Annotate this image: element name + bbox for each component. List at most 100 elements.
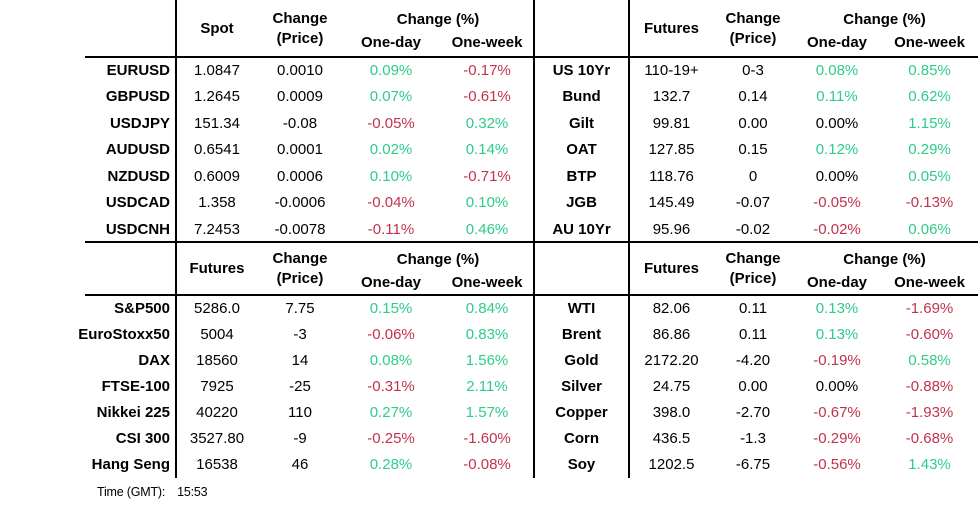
change-value: -0.0006 bbox=[274, 194, 326, 212]
one-day-change: 0.27% bbox=[369, 404, 413, 421]
price-value: 18560 bbox=[196, 352, 238, 369]
equity-pct-column-header: Change (%) One-day One-week bbox=[342, 243, 534, 296]
one-week-change: -0.60% bbox=[905, 326, 954, 343]
change-value: 0.15 bbox=[738, 141, 768, 159]
divider-left-label bbox=[175, 0, 177, 478]
one-day-change: 0.00% bbox=[815, 378, 859, 395]
price-value: 127.85 bbox=[648, 141, 695, 159]
one-week-change: -0.71% bbox=[463, 167, 511, 185]
one-day-header: One-day bbox=[806, 273, 867, 291]
one-day-change: 0.28% bbox=[369, 456, 413, 473]
price-value: 118.76 bbox=[649, 167, 694, 185]
instrument-label: Soy bbox=[567, 456, 596, 473]
instrument-label: NZDUSD bbox=[107, 167, 171, 185]
one-day-change: 0.00% bbox=[815, 167, 859, 185]
column-header-label: Change (%) bbox=[396, 10, 480, 28]
commodity-change-column-header: Change (Price) bbox=[714, 243, 792, 296]
one-week-change: 0.32% bbox=[465, 114, 509, 132]
instrument-label: USDJPY bbox=[109, 114, 170, 132]
one-week-change: -0.68% bbox=[905, 430, 954, 447]
column-header-label: Futures bbox=[643, 19, 699, 37]
one-week-change: -1.93% bbox=[905, 404, 954, 421]
one-week-change: 0.83% bbox=[465, 326, 509, 343]
one-week-change: 0.06% bbox=[908, 220, 951, 238]
column-header-label: Change (%) bbox=[396, 251, 480, 268]
change-value: 0-3 bbox=[742, 61, 764, 79]
fx-change-column-header: Change (Price) bbox=[258, 0, 342, 57]
one-week-change: 1.57% bbox=[465, 404, 509, 421]
price-value: 132.7 bbox=[652, 88, 691, 106]
one-week-change: 1.15% bbox=[908, 114, 951, 132]
one-day-change: -0.25% bbox=[367, 430, 415, 447]
price-value: 24.75 bbox=[652, 378, 691, 395]
price-value: 151.34 bbox=[194, 114, 240, 132]
one-day-change: 0.13% bbox=[815, 326, 859, 343]
one-week-change: 1.43% bbox=[908, 456, 951, 473]
change-value: 0.0001 bbox=[277, 141, 323, 159]
price-value: 1.0847 bbox=[194, 61, 240, 79]
commodity-pct-column-header: Change (%) One-day One-week bbox=[792, 243, 977, 296]
column-header-label: Change bbox=[272, 9, 328, 27]
one-week-change: -1.60% bbox=[463, 430, 511, 447]
one-day-change: 0.11% bbox=[816, 88, 858, 106]
one-week-change: 0.46% bbox=[465, 220, 509, 238]
one-day-header: One-day bbox=[806, 34, 867, 52]
column-header-label: Change bbox=[725, 9, 781, 27]
column-header-label: Change bbox=[725, 250, 781, 267]
one-day-header: One-day bbox=[360, 34, 421, 52]
price-value: 398.0 bbox=[652, 404, 691, 421]
one-day-change: -0.29% bbox=[813, 430, 861, 447]
change-value: 0.11 bbox=[738, 300, 768, 317]
one-day-change: -0.31% bbox=[367, 378, 415, 395]
instrument-label: S&P500 bbox=[114, 300, 170, 317]
instrument-label: OAT bbox=[566, 141, 597, 159]
one-week-change: 0.05% bbox=[908, 167, 951, 185]
one-week-change: 1.56% bbox=[465, 352, 509, 369]
change-value: 46 bbox=[291, 456, 309, 473]
instrument-label: AUDUSD bbox=[105, 141, 170, 159]
timestamp-value: 15:53 bbox=[177, 485, 208, 499]
instrument-label: Copper bbox=[555, 404, 608, 421]
bond-price-column-header: Futures bbox=[629, 0, 714, 57]
instrument-label: EuroStoxx50 bbox=[78, 326, 170, 343]
fx-price-column-header: Spot bbox=[176, 0, 258, 57]
price-value: 16538 bbox=[196, 456, 238, 473]
price-value: 110-19+ bbox=[644, 61, 699, 79]
instrument-label: WTI bbox=[567, 300, 596, 317]
one-week-change: 0.85% bbox=[908, 61, 951, 79]
column-header-label: (Price) bbox=[276, 29, 324, 47]
one-day-change: -0.05% bbox=[813, 194, 861, 212]
price-value: 82.06 bbox=[652, 300, 691, 317]
instrument-label: Silver bbox=[561, 378, 602, 395]
change-value: 0.0006 bbox=[277, 167, 323, 185]
instrument-label: DAX bbox=[138, 352, 170, 369]
change-value: 7.75 bbox=[285, 300, 315, 317]
change-value: -0.0078 bbox=[274, 220, 326, 238]
one-week-change: 0.62% bbox=[908, 88, 951, 106]
change-value: 0.11 bbox=[738, 326, 768, 343]
instrument-label: BTP bbox=[566, 167, 597, 185]
column-header-label: Change (%) bbox=[843, 251, 926, 268]
one-day-change: 0.13% bbox=[815, 300, 859, 317]
equity-price-column-header: Futures bbox=[176, 243, 258, 296]
bond-pct-column-header: Change (%) One-day One-week bbox=[792, 0, 977, 57]
one-day-change: -0.02% bbox=[813, 220, 861, 238]
price-value: 3527.80 bbox=[189, 430, 245, 447]
instrument-label: Nikkei 225 bbox=[96, 404, 170, 421]
timestamp: Time (GMT): 15:53 bbox=[97, 485, 208, 499]
price-value: 145.49 bbox=[648, 194, 695, 212]
price-value: 1.2645 bbox=[194, 88, 240, 106]
price-value: 1.358 bbox=[198, 194, 236, 212]
one-week-header: One-week bbox=[894, 34, 965, 52]
one-week-change: 0.14% bbox=[465, 141, 509, 159]
change-value: -2.70 bbox=[735, 404, 771, 421]
one-week-change: -0.13% bbox=[905, 194, 954, 212]
bond-change-column-header: Change (Price) bbox=[714, 0, 792, 57]
one-week-change: -0.88% bbox=[905, 378, 954, 395]
column-header-label: (Price) bbox=[276, 270, 324, 287]
price-value: 40220 bbox=[196, 404, 238, 421]
equity-change-column-header: Change (Price) bbox=[258, 243, 342, 296]
fx-pct-column-header: Change (%) One-day One-week bbox=[342, 0, 534, 57]
price-value: 1202.5 bbox=[648, 456, 695, 473]
